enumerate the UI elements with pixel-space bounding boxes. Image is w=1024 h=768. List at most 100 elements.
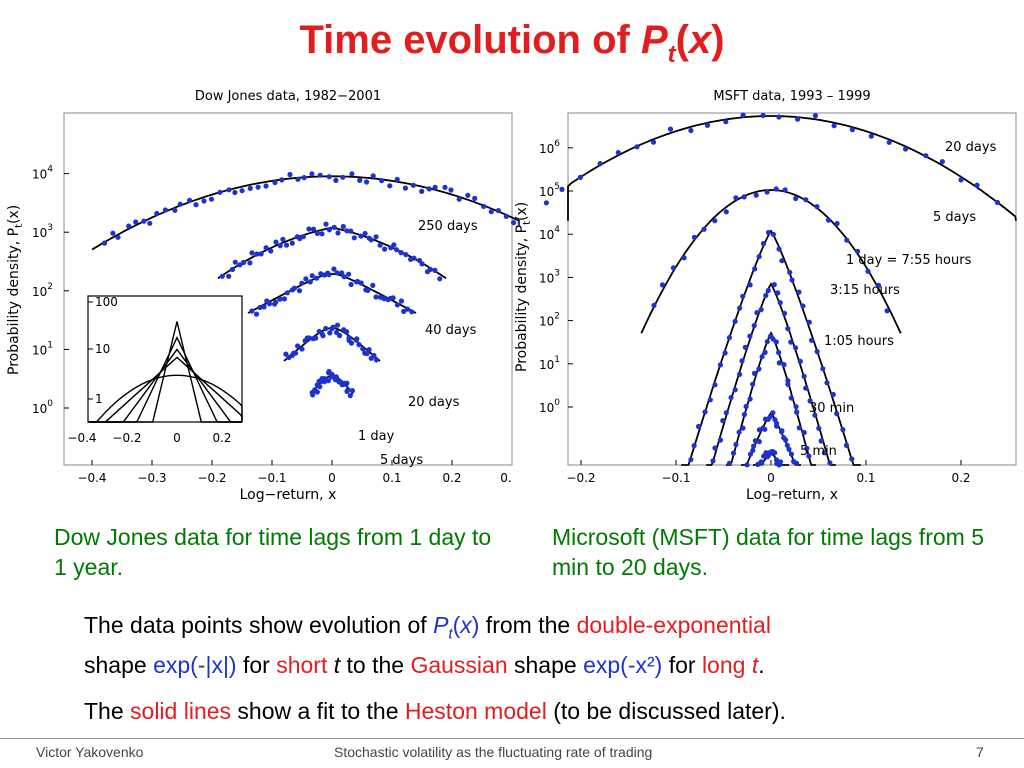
dj-data-point <box>379 178 385 184</box>
msft-data-point <box>760 112 766 119</box>
dj-data-points <box>101 171 520 399</box>
dj-data-point <box>280 236 286 242</box>
dj-inset-x-tick-label: −0.4 <box>67 431 96 445</box>
dj-data-point <box>284 290 290 296</box>
msft-data-point <box>739 358 745 364</box>
dj-data-point <box>126 223 132 229</box>
msft-data-point <box>772 450 778 456</box>
dj-data-point <box>391 242 397 248</box>
msft-data-point <box>710 458 716 464</box>
dj-data-point <box>299 280 305 286</box>
msft-data-point <box>543 200 549 206</box>
msft-data-point <box>759 354 765 360</box>
dj-data-point <box>472 195 478 201</box>
msft-data-point <box>740 293 746 299</box>
msft-data-point <box>820 366 826 372</box>
dj-data-point <box>320 333 326 339</box>
title-t: t <box>667 41 676 68</box>
dj-data-point <box>193 202 199 208</box>
slide-title: Time evolution of Pt(x) <box>0 18 1024 69</box>
dj-data-point <box>394 302 400 308</box>
footer-author: Victor Yakovenko <box>36 744 144 760</box>
dj-series-label: 250 days <box>418 219 478 234</box>
msft-x-tick-label: 0.2 <box>951 471 970 485</box>
dj-data-point <box>333 374 339 380</box>
dj-inset-y-tick-label: 1 <box>95 392 103 406</box>
msft-data-point <box>793 195 799 202</box>
dj-data-point <box>394 176 400 182</box>
msft-data-point <box>795 116 801 122</box>
msft-data-point <box>770 410 776 416</box>
dj-data-point <box>254 251 260 257</box>
dj-data-point <box>409 309 415 315</box>
dj-data-point <box>261 304 267 310</box>
dj-data-point <box>307 279 313 285</box>
msft-data-point <box>726 335 732 341</box>
dj-series-label: 1 day <box>358 429 395 444</box>
dj-data-point <box>357 177 363 183</box>
msft-data-point <box>794 460 800 466</box>
dj-data-point <box>344 329 350 335</box>
dj-y-tick-label: 102 <box>32 282 53 299</box>
title-text: Time evolution of <box>299 18 641 62</box>
dj-inset-curve <box>88 356 243 423</box>
dj-data-point <box>101 240 108 246</box>
msft-fit-curve <box>681 229 861 466</box>
dj-data-point <box>325 378 331 384</box>
dj-data-point <box>314 275 320 281</box>
msft-data-point <box>803 197 809 203</box>
msft-data-point <box>770 231 776 237</box>
msft-data-point <box>730 450 737 456</box>
msft-series-labels: 5 min 30 min 1:05 hours 3:15 hours 1 day = 7… <box>800 140 997 459</box>
msft-data-point <box>797 358 803 364</box>
msft-chart: MSFT data, 1993 – 1999 100 101 102 103 104 10… <box>514 89 1017 503</box>
dj-data-point <box>226 273 232 279</box>
msft-y-tick-label: 101 <box>539 355 560 372</box>
dj-data-point <box>319 231 325 237</box>
msft-data-point <box>775 290 781 296</box>
msft-data-point <box>737 305 743 311</box>
msft-x-tick-label: 0.1 <box>856 471 875 485</box>
msft-data-point <box>855 248 861 254</box>
dow-jones-chart: Dow Jones data, 1982−2001 10010110210310… <box>6 89 520 503</box>
msft-data-point <box>744 462 750 468</box>
dj-series-labels: 1 day 5 days 20 days 40 days 250 days <box>358 219 478 468</box>
msft-data-point <box>779 428 785 434</box>
dj-data-point <box>348 281 354 288</box>
msft-data-point <box>830 391 836 398</box>
dj-inset-x-tick-label: 0 <box>173 431 181 445</box>
msft-data-point <box>701 226 707 232</box>
dj-data-point <box>258 251 264 257</box>
dj-data-point <box>349 171 355 177</box>
msft-data-point <box>688 127 694 134</box>
msft-series-label: 30 min <box>809 401 854 416</box>
msft-data-point <box>821 450 828 456</box>
msft-chart-title: MSFT data, 1993 – 1999 <box>713 89 870 104</box>
dj-inset-chart: −0.4 −0.2 0 0.2 100 10 1 <box>67 295 243 445</box>
dj-data-point <box>272 179 278 186</box>
dj-data-point <box>393 247 400 253</box>
msft-data-point <box>559 186 565 192</box>
dj-data-point <box>339 270 345 276</box>
msft-fit-curve <box>741 411 801 466</box>
dj-data-point <box>348 340 355 346</box>
msft-fit-curves <box>567 115 1017 466</box>
dj-data-point <box>317 384 323 390</box>
msft-data-point <box>793 345 799 351</box>
msft-data-point <box>747 396 753 402</box>
dj-fit-curve <box>247 272 417 314</box>
dj-data-point <box>239 188 245 194</box>
msft-data-point <box>868 133 874 139</box>
msft-data-point <box>827 460 833 466</box>
msft-data-point <box>723 119 729 125</box>
msft-series-label: 5 min <box>800 444 837 459</box>
dj-data-point <box>283 242 290 248</box>
msft-data-point <box>751 443 757 449</box>
msft-series-label: 20 days <box>945 140 997 155</box>
msft-x-axis-label: Log–return, x <box>746 487 838 503</box>
msft-data-point <box>762 349 768 355</box>
dj-data-point <box>232 189 238 196</box>
msft-data-point <box>732 387 738 393</box>
dj-data-point <box>289 240 295 246</box>
msft-data-point <box>801 373 807 379</box>
